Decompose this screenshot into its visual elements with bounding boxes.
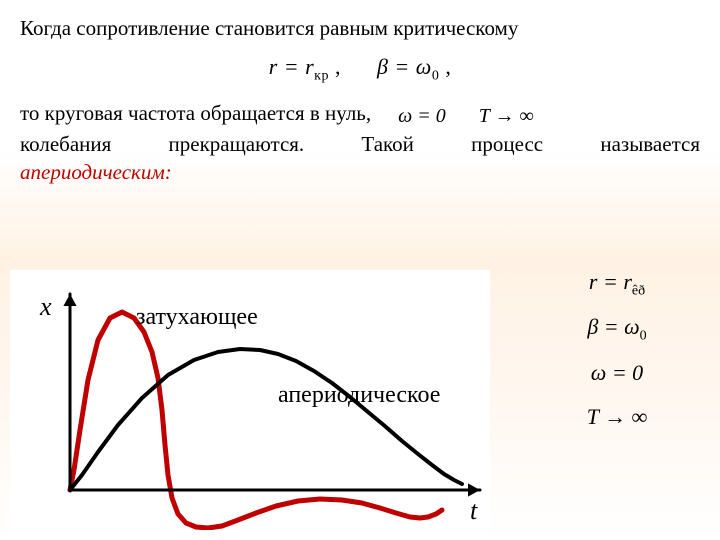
- paragraph-1: Когда сопротивление становится равным кр…: [20, 14, 700, 42]
- eq-beta-omega0: β = ω0 ,: [377, 54, 451, 79]
- eq-r-rkr: r = rкр ,: [269, 54, 347, 79]
- chart-container: x t затухающее апериодическое: [10, 270, 490, 530]
- side-formula-block: r = rêð β = ω0 ω = 0 T → ∞: [542, 260, 692, 439]
- side-f1: r = rêð: [542, 260, 692, 305]
- label-damped: затухающее: [136, 304, 258, 331]
- paragraph-3: колебания прекращаются. Такой процесс на…: [20, 130, 700, 158]
- side-f4: T → ∞: [542, 395, 692, 439]
- slide-root: { "text": { "line1": "Когда сопротивлени…: [0, 0, 720, 540]
- x-axis-label: t: [470, 496, 477, 526]
- label-aperiodic: апериодическое: [278, 382, 440, 409]
- term-aperiodic: апериодическим:: [20, 158, 700, 186]
- side-f2: β = ω0: [542, 305, 692, 350]
- side-f3: ω = 0: [542, 351, 692, 395]
- y-axis-label: x: [40, 292, 52, 322]
- center-formula: r = rкр , β = ω0 ,: [20, 54, 700, 84]
- inline-omega-0: ω = 0: [398, 103, 446, 130]
- inline-t-inf: T → ∞: [479, 103, 534, 130]
- paragraph-2: то круговая частота обращается в нуль, ω…: [20, 99, 700, 130]
